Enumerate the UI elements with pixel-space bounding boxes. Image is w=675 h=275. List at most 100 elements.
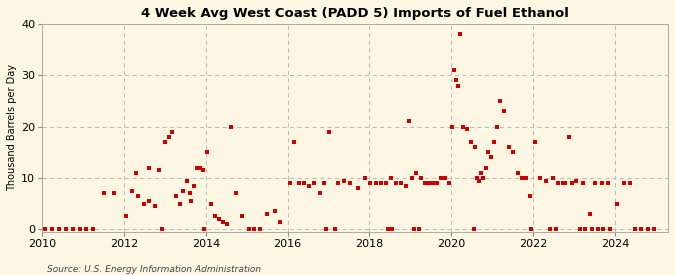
Point [419, 181, 430, 185]
Point [435, 176, 446, 180]
Point [592, 227, 603, 232]
Point [605, 227, 616, 232]
Point [61, 227, 72, 232]
Point [254, 227, 265, 232]
Point [81, 227, 92, 232]
Point [602, 181, 613, 185]
Point [197, 168, 208, 172]
Point [512, 170, 523, 175]
Point [88, 227, 99, 232]
Point [516, 176, 527, 180]
Point [98, 191, 109, 196]
Point [499, 109, 510, 113]
Point [385, 176, 396, 180]
Point [304, 183, 315, 188]
Point [401, 183, 412, 188]
Point [175, 201, 186, 206]
Point [365, 181, 376, 185]
Point [553, 181, 564, 185]
Point [321, 227, 332, 232]
Point [185, 191, 196, 196]
Point [40, 227, 51, 232]
Text: Source: U.S. Energy Information Administration: Source: U.S. Energy Information Administ… [47, 265, 261, 274]
Point [649, 227, 659, 232]
Point [427, 181, 438, 185]
Point [127, 189, 138, 193]
Point [396, 181, 407, 185]
Point [524, 194, 535, 198]
Point [121, 214, 132, 219]
Point [153, 168, 164, 172]
Point [587, 227, 598, 232]
Point [375, 181, 386, 185]
Point [495, 99, 506, 103]
Point [294, 181, 304, 185]
Point [485, 155, 496, 160]
Point [244, 227, 254, 232]
Point [149, 204, 160, 208]
Point [236, 214, 247, 219]
Point [131, 170, 142, 175]
Point [344, 181, 355, 185]
Point [144, 199, 155, 203]
Point [566, 181, 577, 185]
Point [462, 127, 472, 131]
Point [221, 222, 232, 226]
Point [194, 166, 205, 170]
Point [188, 183, 199, 188]
Point [508, 150, 519, 155]
Point [163, 135, 174, 139]
Point [352, 186, 363, 190]
Point [470, 145, 481, 149]
Point [550, 227, 561, 232]
Point [545, 227, 556, 232]
Point [159, 140, 170, 144]
Point [557, 181, 568, 185]
Point [504, 145, 515, 149]
Point [288, 140, 299, 144]
Point [447, 124, 458, 129]
Point [489, 140, 500, 144]
Point [574, 227, 585, 232]
Point [139, 201, 150, 206]
Y-axis label: Thousand Barrels per Day: Thousand Barrels per Day [7, 64, 17, 191]
Point [612, 201, 622, 206]
Point [453, 83, 464, 88]
Point [541, 178, 551, 183]
Point [284, 181, 295, 185]
Point [339, 178, 350, 183]
Point [186, 199, 197, 203]
Point [404, 119, 414, 124]
Point [324, 130, 335, 134]
Point [143, 166, 154, 170]
Point [471, 176, 482, 180]
Point [308, 181, 319, 185]
Point [570, 178, 581, 183]
Point [491, 124, 502, 129]
Point [231, 191, 242, 196]
Point [133, 194, 144, 198]
Point [198, 227, 209, 232]
Point [205, 201, 216, 206]
Point [597, 181, 608, 185]
Point [225, 124, 236, 129]
Point [182, 178, 193, 183]
Point [584, 212, 595, 216]
Point [192, 166, 202, 170]
Point [262, 212, 273, 216]
Point [630, 227, 641, 232]
Point [578, 181, 589, 185]
Point [381, 181, 392, 185]
Point [526, 227, 537, 232]
Point [547, 176, 558, 180]
Point [275, 219, 286, 224]
Point [332, 181, 343, 185]
Point [201, 150, 212, 155]
Point [481, 166, 491, 170]
Point [209, 214, 220, 219]
Point [269, 209, 280, 213]
Point [217, 219, 228, 224]
Point [171, 194, 182, 198]
Point [329, 227, 340, 232]
Point [535, 176, 546, 180]
